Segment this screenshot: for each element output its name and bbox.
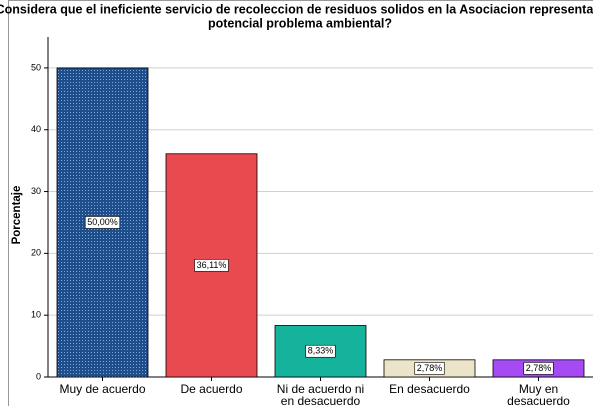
y-tick-label: 10 (31, 310, 41, 320)
x-tick-label: Muy de acuerdo (59, 382, 145, 396)
y-tick-label: 50 (31, 62, 41, 72)
value-label: 2,78% (526, 363, 552, 373)
y-tick-label: 30 (31, 186, 41, 196)
value-label: 8,33% (308, 346, 334, 356)
y-tick-label: 20 (31, 248, 41, 258)
value-label-box (305, 344, 336, 358)
value-label: 36,11% (197, 260, 227, 270)
value-label-box (523, 362, 554, 375)
value-label-box (84, 216, 121, 229)
x-tick-label: Muy en desacuerdo (507, 382, 570, 406)
chart-title: ¿Considera que el ineficiente servicio d… (0, 2, 593, 16)
y-tick-label: 40 (31, 124, 41, 134)
value-label: 2,78% (417, 363, 443, 373)
chart-title: potencial problema ambiental? (208, 16, 392, 30)
x-tick-label: En desacuerdo (389, 382, 470, 396)
x-tick-label: Ni de acuerdo ni en desacuerdo (277, 382, 364, 406)
value-label-box (194, 259, 229, 272)
value-label-box (414, 362, 445, 375)
y-tick-label: 0 (36, 371, 41, 381)
y-axis-label: Porcentaje (11, 186, 23, 245)
x-tick-label: De acuerdo (180, 382, 242, 396)
value-label: 50,00% (87, 217, 118, 227)
